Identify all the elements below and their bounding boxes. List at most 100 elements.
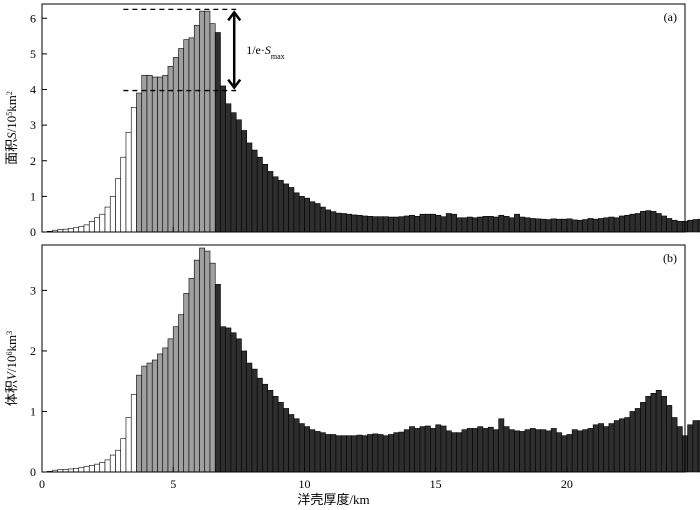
bar xyxy=(304,197,311,233)
bar xyxy=(466,428,473,473)
bar xyxy=(367,216,373,233)
bar xyxy=(136,92,143,233)
bar xyxy=(94,463,101,473)
bar xyxy=(461,217,468,233)
y-tick-label: 0 xyxy=(30,225,36,239)
bar xyxy=(424,213,431,233)
bar xyxy=(608,423,615,473)
bar xyxy=(309,201,316,233)
bar xyxy=(382,216,389,233)
bar xyxy=(603,426,610,473)
bar xyxy=(272,396,279,473)
bar xyxy=(361,215,368,233)
bar xyxy=(598,423,604,473)
bar xyxy=(440,425,447,473)
bar xyxy=(272,176,279,233)
bar xyxy=(204,250,211,473)
bar xyxy=(456,217,463,233)
bar xyxy=(409,214,415,233)
bar xyxy=(388,216,394,233)
bar xyxy=(115,449,122,473)
bar xyxy=(99,462,106,473)
bar xyxy=(220,85,227,233)
arrow-head-up xyxy=(227,10,242,22)
bar xyxy=(540,218,547,233)
bar xyxy=(487,426,494,473)
bar xyxy=(666,218,673,233)
bar xyxy=(241,350,248,473)
x-tick-label: 0 xyxy=(39,477,45,491)
bar xyxy=(314,203,321,233)
bar xyxy=(514,213,520,233)
bar xyxy=(235,338,242,473)
bar xyxy=(251,149,258,233)
bar xyxy=(83,466,90,473)
bar xyxy=(136,374,143,473)
bar xyxy=(125,131,132,233)
bar xyxy=(99,213,106,233)
bar xyxy=(493,429,499,473)
bar xyxy=(372,433,379,473)
y-tick-label: 1 xyxy=(30,189,36,203)
bar xyxy=(598,218,604,233)
bar xyxy=(115,178,122,233)
bar xyxy=(424,425,431,473)
x-axis-title: 洋壳厚度/km xyxy=(297,492,369,507)
bar xyxy=(78,226,85,233)
bar xyxy=(141,74,148,233)
bar xyxy=(351,435,358,473)
bar xyxy=(262,383,269,473)
bar xyxy=(514,430,520,473)
bar xyxy=(634,213,641,233)
bar xyxy=(199,10,206,233)
bar xyxy=(482,428,489,473)
bar xyxy=(624,214,631,233)
bar xyxy=(556,218,562,233)
bar xyxy=(440,216,447,233)
bar xyxy=(214,32,221,233)
bar xyxy=(109,196,116,233)
bar xyxy=(435,214,442,233)
bar xyxy=(351,214,358,233)
bar xyxy=(367,434,373,473)
bar xyxy=(461,429,468,473)
bar xyxy=(178,314,185,473)
bar xyxy=(445,430,452,473)
bar xyxy=(204,10,211,233)
bar xyxy=(403,215,410,233)
bar xyxy=(356,434,363,473)
bar xyxy=(183,39,190,233)
bar xyxy=(409,426,415,473)
bar xyxy=(388,434,394,473)
bar xyxy=(419,213,426,233)
bar xyxy=(650,393,657,473)
bar xyxy=(330,434,337,473)
bar xyxy=(566,434,573,473)
bar xyxy=(540,429,547,473)
bar xyxy=(592,218,599,233)
bar xyxy=(571,219,578,233)
bar xyxy=(430,428,436,473)
bar xyxy=(629,213,636,233)
bar xyxy=(298,196,305,233)
bars-volume xyxy=(46,247,700,473)
bar xyxy=(414,428,421,473)
annotation-label: 1/e·Smax xyxy=(246,43,284,61)
bar xyxy=(188,37,195,233)
bar xyxy=(603,217,610,233)
bar xyxy=(230,332,237,473)
bar xyxy=(561,218,568,233)
panel-a: 0 1 2 3 4 5 6 1/e·Smax (a) 面积S/105km2 xyxy=(4,3,700,239)
bar xyxy=(687,219,694,233)
bar xyxy=(550,428,557,473)
bar xyxy=(73,227,80,233)
bar xyxy=(304,426,311,473)
bar xyxy=(634,408,641,473)
bar xyxy=(141,365,148,473)
plot-frame-volume xyxy=(41,244,686,473)
bar xyxy=(629,411,636,473)
bar xyxy=(624,417,631,473)
bar xyxy=(645,210,652,233)
bar xyxy=(340,213,347,233)
bar xyxy=(697,420,700,473)
